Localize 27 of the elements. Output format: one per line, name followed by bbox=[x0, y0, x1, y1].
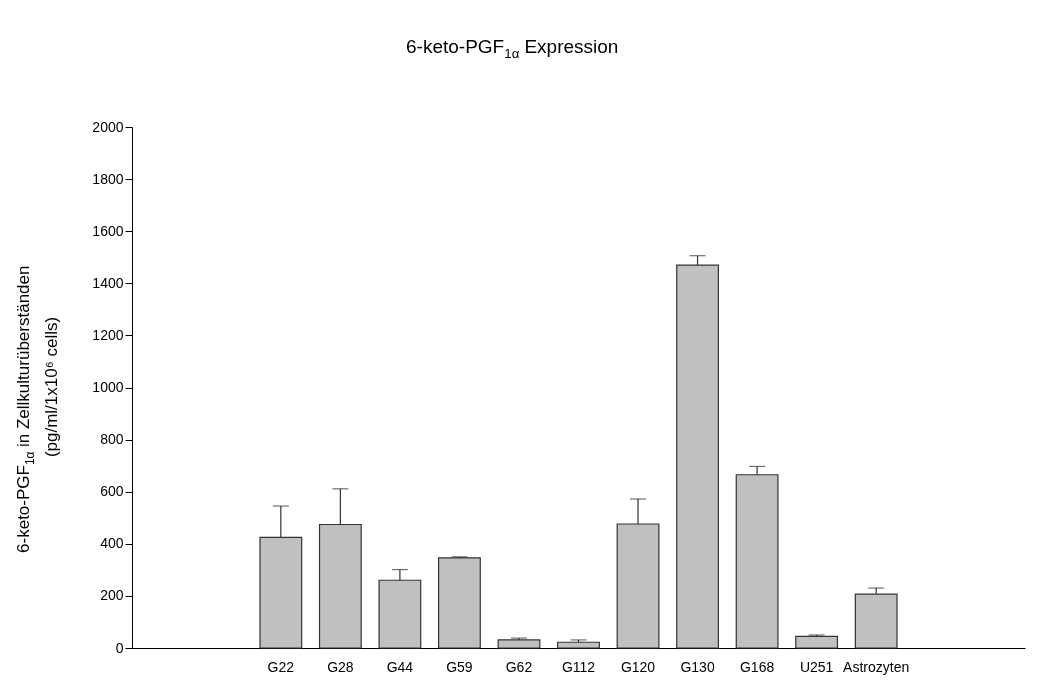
x-tick-label: U251 bbox=[799, 658, 834, 675]
y-tick-label: 2000 bbox=[92, 118, 124, 135]
x-tick-label: G130 bbox=[680, 658, 715, 675]
bar bbox=[557, 641, 600, 649]
x-tick-label: G168 bbox=[739, 658, 775, 675]
y-tick-label: 0 bbox=[115, 639, 124, 656]
y-tick-label: 1000 bbox=[92, 379, 124, 395]
x-tick-label: G112 bbox=[561, 658, 596, 675]
bar bbox=[438, 557, 481, 649]
bar bbox=[497, 639, 541, 649]
bar bbox=[795, 635, 839, 649]
x-tick-label: G22 bbox=[267, 658, 295, 675]
y-tick-label: 1600 bbox=[92, 222, 124, 239]
x-tick-label: G120 bbox=[620, 658, 656, 675]
x-tick-label: G44 bbox=[386, 658, 414, 675]
bar bbox=[854, 593, 898, 649]
y-tick-label: 1400 bbox=[92, 274, 124, 291]
y-tick-label: 600 bbox=[100, 483, 124, 500]
y-tick-label: 400 bbox=[100, 535, 124, 552]
y-tick-label: 200 bbox=[100, 587, 124, 604]
y-tick-label: 1800 bbox=[92, 170, 124, 187]
y-tick-label: 1200 bbox=[92, 326, 124, 343]
x-tick-label: G28 bbox=[327, 658, 354, 675]
y-tick-label: 800 bbox=[100, 431, 124, 448]
x-tick-label: G59 bbox=[446, 658, 473, 675]
x-tick-label: G62 bbox=[505, 658, 533, 675]
x-tick-label: Astrozyten bbox=[843, 658, 910, 675]
